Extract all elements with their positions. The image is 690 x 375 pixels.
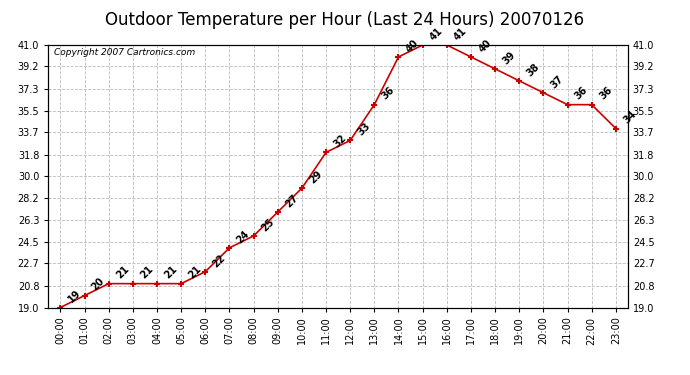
Text: 41: 41 [453,26,469,42]
Text: 21: 21 [187,264,204,281]
Text: 36: 36 [573,85,590,102]
Text: 39: 39 [501,50,518,66]
Text: 34: 34 [622,109,638,126]
Text: 27: 27 [284,193,300,209]
Text: 22: 22 [211,252,228,269]
Text: 36: 36 [380,85,397,102]
Text: 24: 24 [235,228,252,245]
Text: 36: 36 [598,85,614,102]
Text: 25: 25 [259,216,276,233]
Text: Outdoor Temperature per Hour (Last 24 Hours) 20070126: Outdoor Temperature per Hour (Last 24 Ho… [106,11,584,29]
Text: 21: 21 [139,264,155,281]
Text: 21: 21 [115,264,131,281]
Text: 32: 32 [332,133,348,150]
Text: 20: 20 [90,276,107,293]
Text: 21: 21 [163,264,179,281]
Text: 40: 40 [404,38,421,54]
Text: 19: 19 [66,288,83,305]
Text: 37: 37 [549,74,566,90]
Text: 33: 33 [356,121,373,138]
Text: 38: 38 [525,61,542,78]
Text: 40: 40 [477,38,493,54]
Text: Copyright 2007 Cartronics.com: Copyright 2007 Cartronics.com [54,48,195,57]
Text: 29: 29 [308,169,324,185]
Text: 41: 41 [428,26,445,42]
